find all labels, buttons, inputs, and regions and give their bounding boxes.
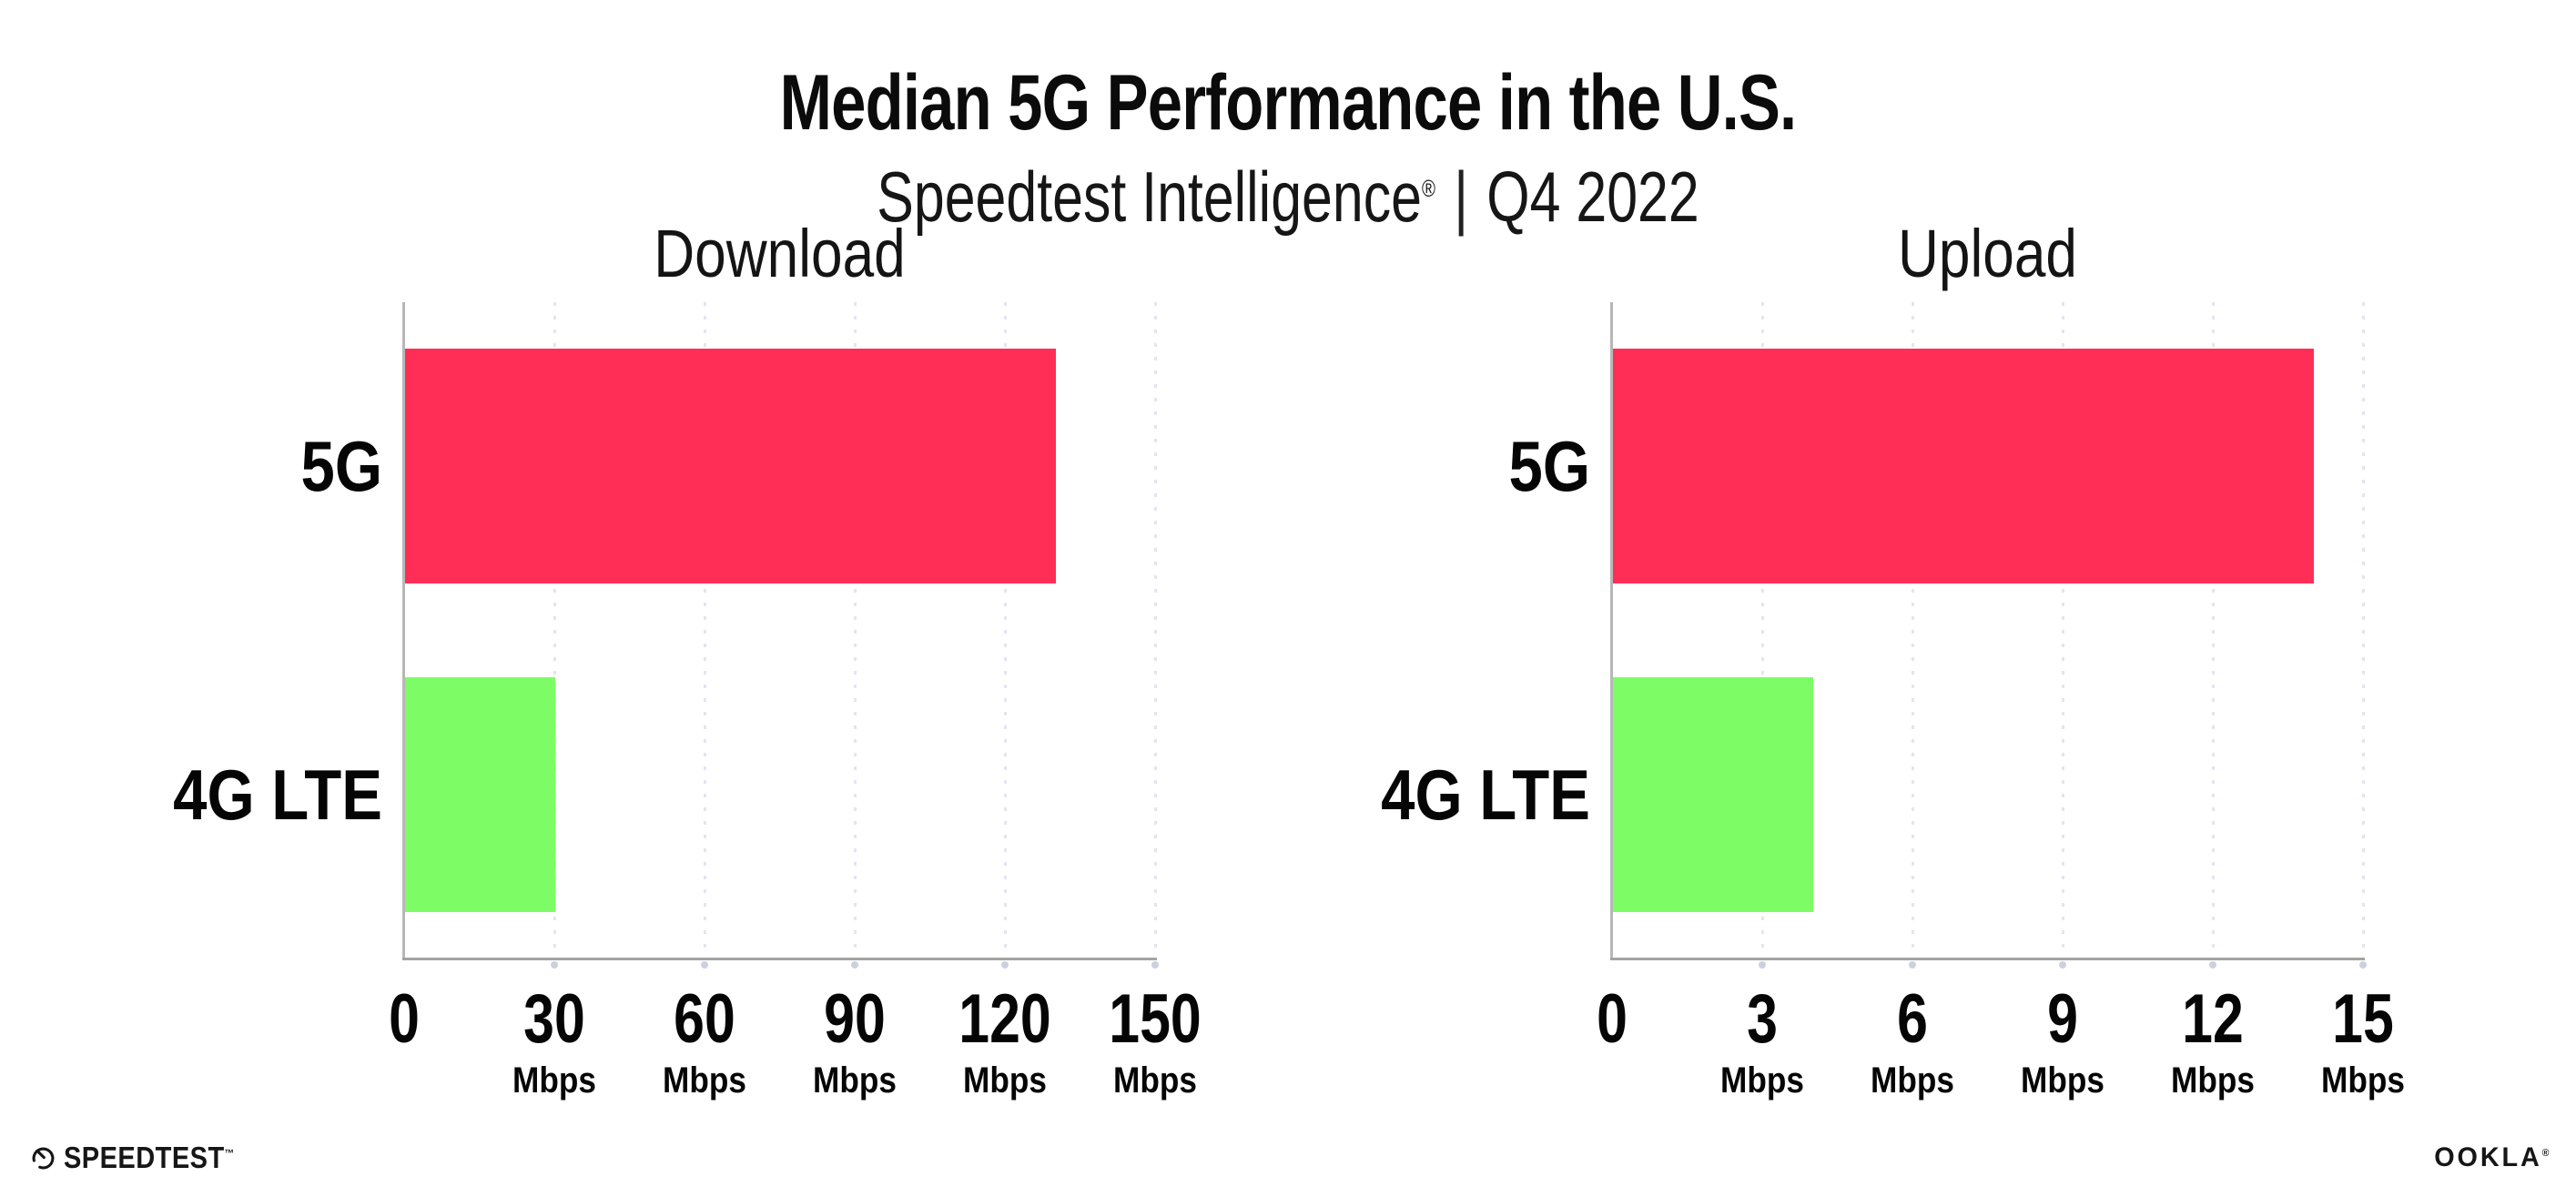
category-label-5g: 5G: [1508, 426, 1590, 507]
bar-5g-upload: [1613, 349, 2314, 584]
x-tick-unit-label: Mbps: [963, 1060, 1047, 1101]
gridline-15-mbps: [2362, 302, 2365, 959]
speedtest-gauge-icon: [32, 1147, 55, 1169]
x-tick-unit-label: Mbps: [2321, 1060, 2405, 1101]
x-tick-label-0: 0: [1597, 980, 1628, 1058]
bar-4g-lte-upload: [1613, 676, 1813, 912]
gridline-120-mbps: [1004, 302, 1007, 959]
category-label-4g-lte: 4G LTE: [173, 754, 382, 835]
axis-tick-dot: [1151, 961, 1159, 969]
axis-tick-dot: [2359, 961, 2367, 969]
x-axis-line: [1610, 958, 2365, 960]
x-tick-unit-label: Mbps: [663, 1060, 746, 1101]
gridline-60-mbps: [704, 302, 706, 959]
speedtest-wordmark: SPEEDTEST™: [64, 1141, 235, 1174]
ookla-wordmark: OOKLA®: [2433, 1142, 2549, 1172]
speedtest-logo: SPEEDTEST™: [31, 1134, 258, 1182]
gridline-90-mbps: [854, 302, 857, 959]
upload-plot-area: 5G 4G LTE 0 3 Mbps 6 Mbps 9 Mbps 12 Mbps 15 Mbps: [1381, 302, 2405, 1101]
axis-tick-dot: [851, 961, 858, 969]
gridline-3-mbps: [1761, 302, 1764, 959]
x-tick-unit-label: Mbps: [813, 1060, 897, 1101]
category-label-4g-lte: 4G LTE: [1381, 754, 1590, 835]
subtitle-divider: |: [1454, 156, 1469, 237]
download-chart-title: Download: [654, 216, 906, 291]
x-tick-unit-label: Mbps: [1871, 1060, 1954, 1101]
x-axis-line: [402, 958, 1157, 960]
x-tick-unit-label: Mbps: [2171, 1060, 2255, 1101]
gridline-6-mbps: [1912, 302, 1914, 959]
axis-tick-dot: [1759, 961, 1766, 969]
download-plot-area: 5G 4G LTE 0 30 Mbps 60 Mbps 90 Mbps 120 Mbps 150 Mbp…: [173, 302, 1202, 1101]
x-tick-unit-label: Mbps: [1720, 1060, 1804, 1101]
gridline-9-mbps: [2062, 302, 2064, 959]
axis-tick-dot: [701, 961, 708, 969]
gridline-12-mbps: [2212, 302, 2215, 959]
page-title: Median 5G Performance in the U.S.: [779, 58, 1798, 147]
gridline-30-mbps: [553, 302, 556, 959]
gridline-150-mbps: [1154, 302, 1157, 959]
x-tick-label-60: 60: [674, 980, 735, 1058]
axis-tick-dot: [1909, 961, 1916, 969]
x-tick-label-150: 150: [1109, 980, 1202, 1058]
bar-4g-lte-download: [405, 676, 555, 912]
y-axis-line: [402, 302, 405, 959]
x-tick-label-30: 30: [523, 980, 585, 1058]
x-tick-unit-label: Mbps: [2021, 1060, 2104, 1101]
x-tick-label-0: 0: [389, 980, 420, 1058]
registered-mark-icon: ®: [2541, 1148, 2549, 1159]
category-label-5g: 5G: [300, 426, 382, 507]
y-axis-line: [1610, 302, 1613, 959]
upload-chart-title: Upload: [1897, 216, 2077, 291]
page-subtitle: Speedtest Intelligence® | Q4 2022: [283, 156, 2292, 238]
ookla-logo: OOKLA®: [2429, 1140, 2549, 1176]
x-tick-label-120: 120: [958, 980, 1051, 1058]
subtitle-period: Q4 2022: [1486, 156, 1699, 237]
trademark-icon: ™: [224, 1147, 235, 1160]
bar-5g-download: [405, 349, 1056, 584]
axis-tick-dot: [1001, 961, 1009, 969]
x-tick-unit-label: Mbps: [512, 1060, 596, 1101]
axis-tick-dot: [2209, 961, 2216, 969]
subtitle-brand: Speedtest Intelligence: [877, 156, 1422, 237]
x-tick-label-9: 9: [2047, 980, 2078, 1058]
x-tick-label-6: 6: [1897, 980, 1928, 1058]
x-tick-label-90: 90: [824, 980, 886, 1058]
x-tick-unit-label: Mbps: [1113, 1060, 1197, 1101]
axis-tick-dot: [551, 961, 558, 969]
x-tick-label-3: 3: [1747, 980, 1778, 1058]
x-tick-label-12: 12: [2182, 980, 2244, 1058]
x-tick-label-15: 15: [2332, 980, 2394, 1058]
axis-tick-dot: [2059, 961, 2066, 969]
registered-mark-icon: ®: [1421, 174, 1435, 202]
